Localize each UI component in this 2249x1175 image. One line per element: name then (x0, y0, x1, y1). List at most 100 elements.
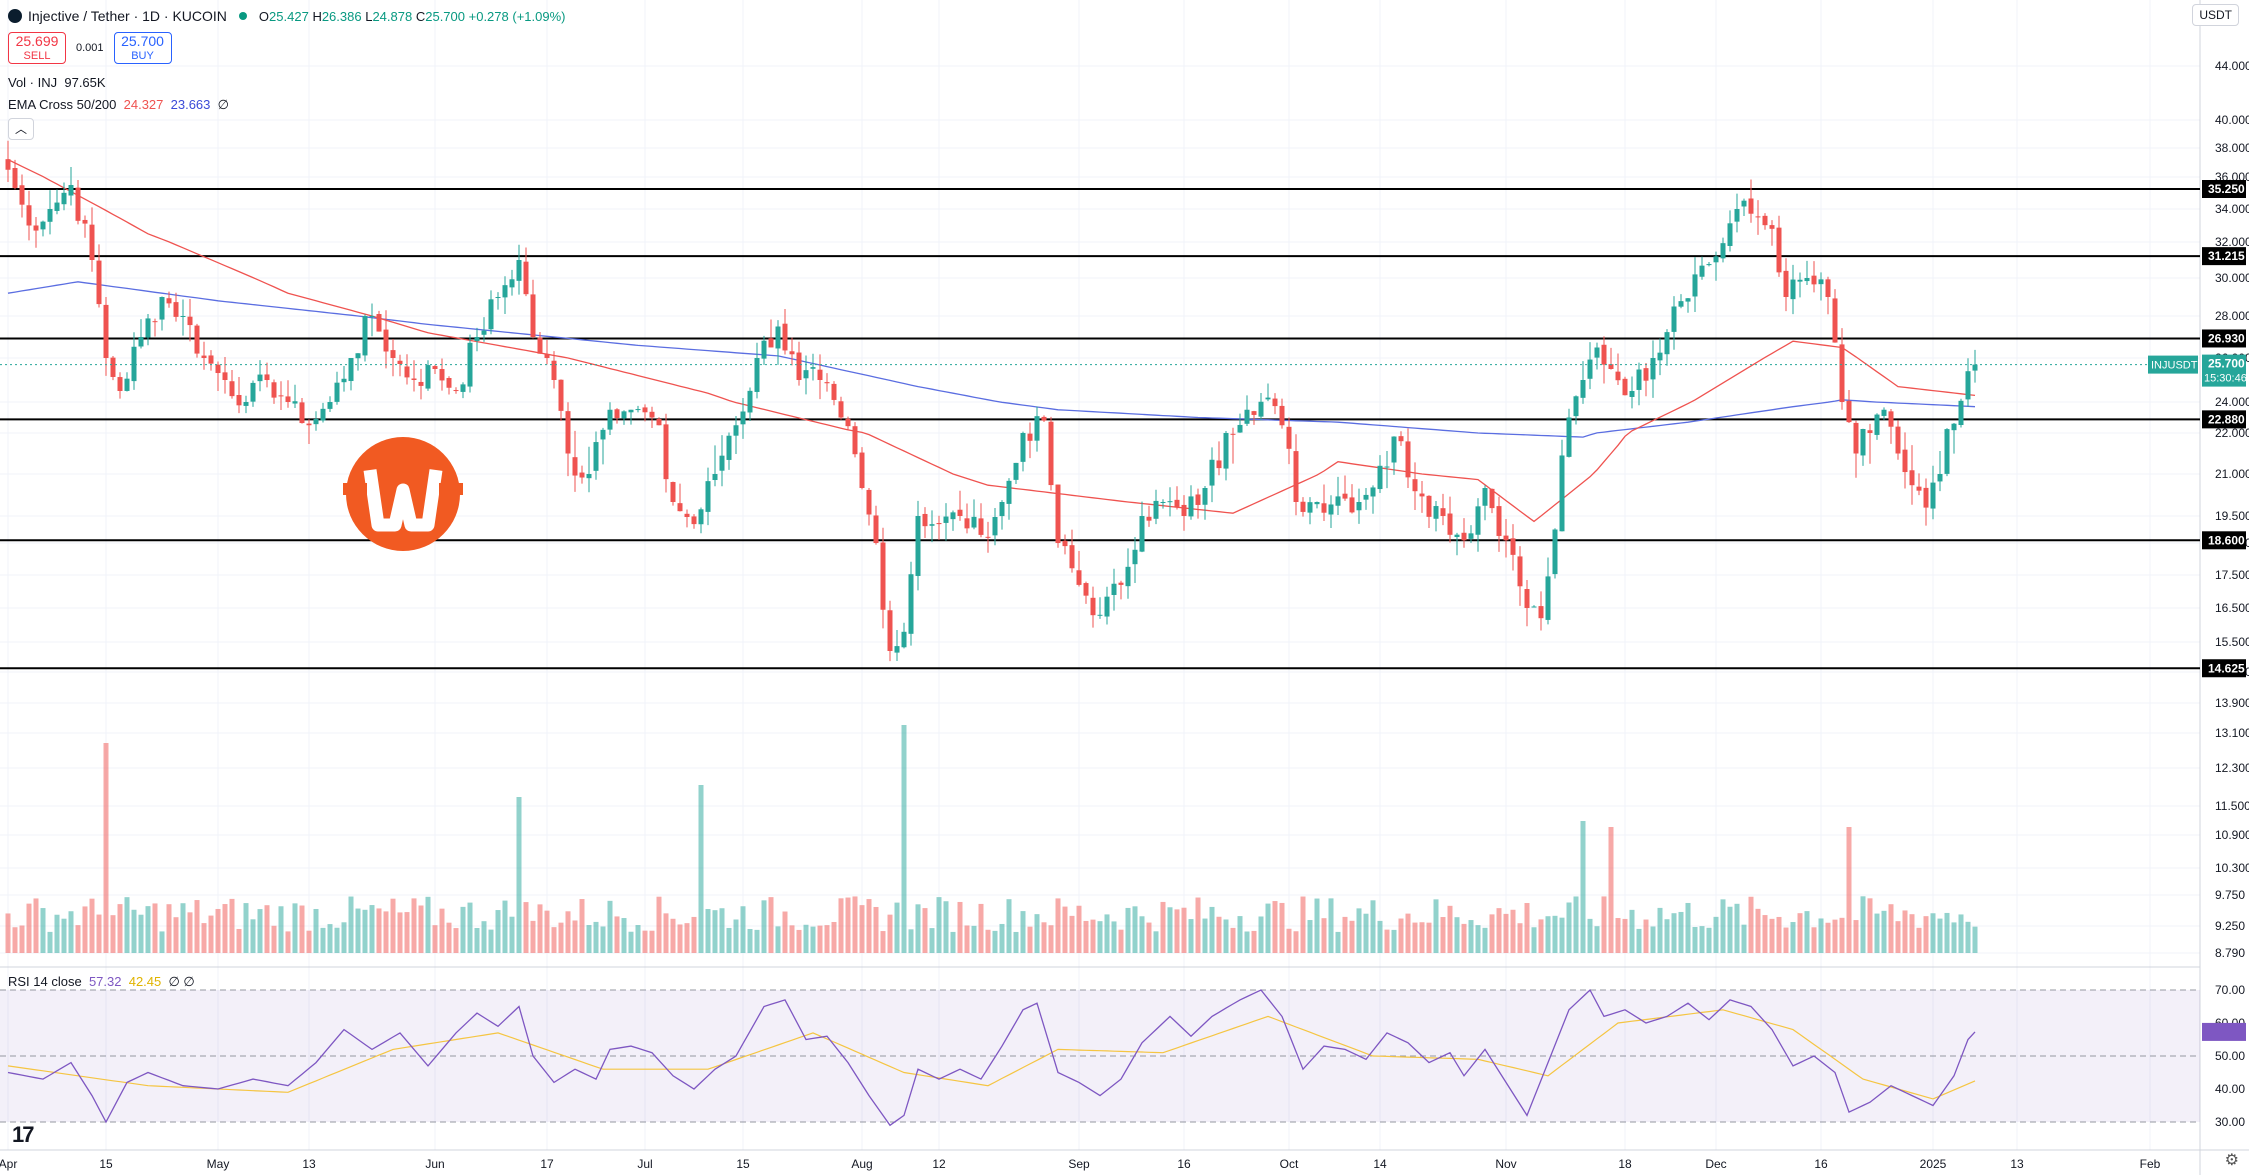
candle-body (1104, 596, 1110, 617)
level-price-label: 35.250 (2208, 182, 2245, 196)
symbol-legend: Injective / Tether · 1D · KUCOIN O25.427… (8, 6, 565, 26)
currency-button[interactable]: USDT (2192, 4, 2239, 26)
volume-bar (362, 909, 368, 953)
candle-body (1370, 487, 1376, 497)
candle-body (75, 187, 81, 221)
candle-body (1447, 513, 1453, 535)
sell-button[interactable]: 25.699 SELL (8, 32, 66, 64)
volume-bar (1573, 896, 1579, 953)
candle-body (530, 294, 536, 337)
collapse-legend-button[interactable]: ︿ (8, 118, 34, 140)
rsi-legend[interactable]: RSI 14 close 57.32 42.45 ∅ ∅ (8, 974, 195, 989)
volume-bar (1797, 913, 1803, 953)
time-tick-label: Apr (0, 1157, 17, 1171)
volume-bar (1356, 908, 1362, 953)
candle-body (915, 516, 921, 576)
candle-body (54, 202, 60, 211)
candle-body (1776, 227, 1782, 273)
candle-body (551, 360, 557, 380)
candle-body (68, 185, 74, 196)
volume-legend[interactable]: Vol · INJ 97.65K (8, 75, 106, 90)
rsi-ma-path (7, 1009, 1976, 1100)
level-price-tag (2202, 531, 2246, 550)
market-open-dot (238, 12, 247, 20)
candle-body (1755, 216, 1761, 218)
candle-body (1629, 391, 1635, 397)
volume-bar (817, 925, 823, 953)
volume-bar (1293, 931, 1299, 953)
rsi-path (7, 988, 1976, 1127)
candle-body (460, 384, 466, 392)
candle-body (1265, 397, 1271, 400)
ema-cross-legend[interactable]: EMA Cross 50/200 24.327 23.663 ∅ (8, 97, 229, 112)
candle-body (677, 503, 683, 512)
volume-bar (1300, 896, 1306, 953)
volume-bar (271, 925, 277, 953)
candle-body (5, 159, 11, 170)
candle-body (502, 285, 508, 298)
candle-body (1657, 352, 1663, 361)
volume-bar (1258, 916, 1264, 953)
candle-body (1601, 344, 1607, 365)
price-tick-label: 34.000 (2215, 202, 2249, 216)
candle-body (999, 502, 1005, 517)
candle-body (1440, 508, 1446, 516)
volume-bar (145, 906, 151, 953)
volume-bar (600, 926, 606, 953)
candle-body (782, 323, 788, 351)
candle-body (1944, 429, 1950, 474)
volume-bar (1846, 827, 1852, 953)
candle-body (537, 337, 543, 354)
candle-body (313, 418, 319, 425)
candle-body (1307, 502, 1313, 513)
candle-body (649, 411, 655, 418)
candle-body (957, 509, 963, 516)
volume-bar (1062, 906, 1068, 953)
volume-bar (474, 928, 480, 953)
volume-bar (845, 897, 851, 953)
candle-body (1937, 474, 1943, 482)
buy-button[interactable]: 25.700 BUY (113, 32, 172, 64)
candle-body (1328, 504, 1334, 515)
candle-body (481, 330, 487, 335)
volume-bar (61, 918, 67, 953)
volume-bar (1930, 913, 1936, 953)
symbol-tag: INJUSDT (2151, 360, 2198, 372)
volume-bar (1552, 915, 1558, 953)
volume-bar (1671, 913, 1677, 953)
volume-bar (68, 911, 74, 953)
volume-bar (1440, 917, 1446, 953)
volume-bar (1650, 926, 1656, 953)
candle-body (173, 302, 179, 317)
candle-body (1699, 265, 1705, 277)
candle-body (369, 316, 375, 317)
candle-body (425, 365, 431, 389)
candle-body (1314, 502, 1320, 505)
tradingview-logo[interactable]: 17 (12, 1122, 35, 1147)
candle-body (1384, 466, 1390, 468)
candle-body (131, 346, 137, 382)
volume-bar (1643, 919, 1649, 953)
time-axis[interactable]: Apr 15 May 13 Jun 17 Jul 15 Aug 12 Sep 16 Oct 14 Nov 18… (0, 1157, 2161, 1171)
volume-bar (1384, 929, 1390, 953)
volume-bar (1692, 926, 1698, 953)
volume-bar (642, 930, 648, 953)
volume-bar (1860, 896, 1866, 953)
time-tick-label: 18 (1618, 1157, 1632, 1171)
candle-body (1825, 279, 1831, 297)
settings-gear-icon[interactable]: ⚙ (2224, 1152, 2239, 1169)
candle-body (1930, 482, 1936, 509)
volume-bar (1489, 914, 1495, 953)
volume-bar (908, 929, 914, 953)
price-axis[interactable]: 44.00040.00038.00036.00034.00032.00030.0… (0, 59, 2249, 1129)
volume-bar (1202, 918, 1208, 953)
candle-body (1888, 411, 1894, 427)
candle-body (1181, 504, 1187, 516)
candle-body (1531, 606, 1537, 608)
candle-body (278, 395, 284, 397)
candle-body (747, 390, 753, 413)
pair-title[interactable]: Injective / Tether · 1D · KUCOIN (28, 8, 227, 24)
volume-bar (1748, 896, 1754, 953)
candle-body (684, 513, 690, 518)
